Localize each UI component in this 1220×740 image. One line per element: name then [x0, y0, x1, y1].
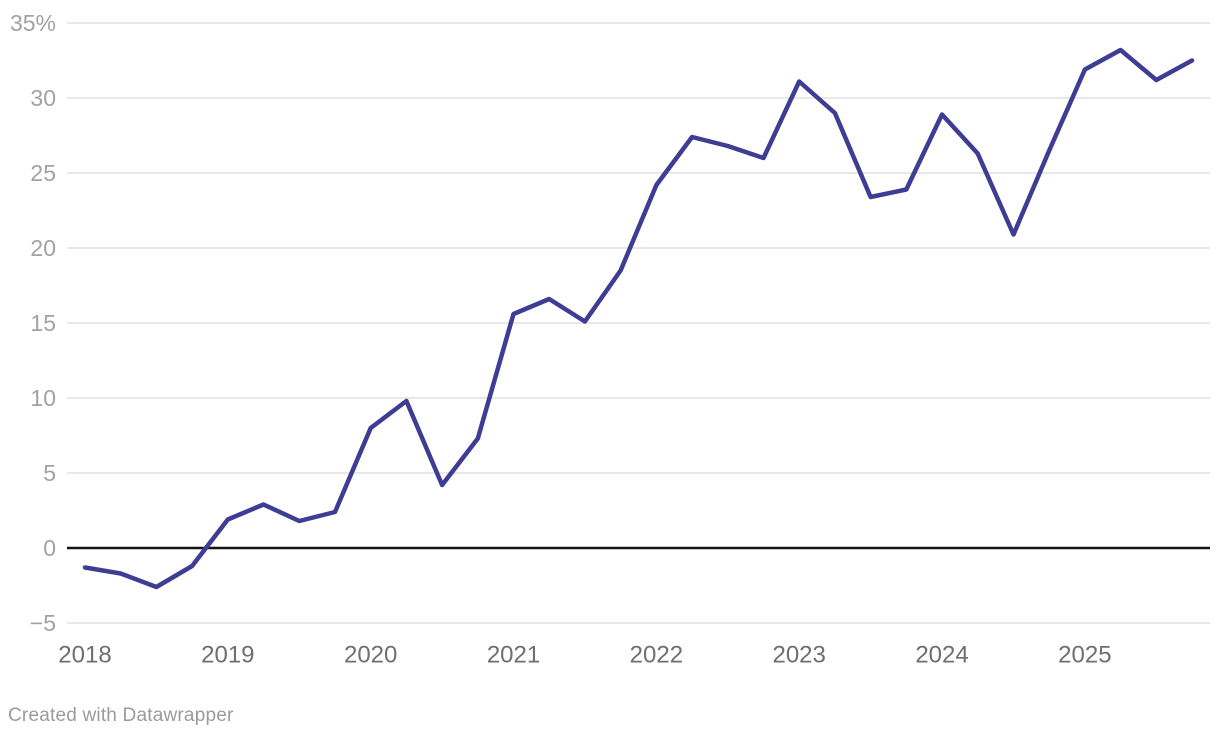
x-axis-tick-label: 2023 [772, 642, 825, 669]
y-axis-tick-label: 5 [43, 460, 56, 486]
y-axis-tick-label: 0 [43, 535, 56, 561]
y-axis-tick-label: 35% [10, 10, 56, 36]
x-axis-tick-label: 2020 [344, 642, 397, 669]
y-axis-tick-label: −5 [30, 610, 56, 636]
x-axis-tick-label: 2021 [487, 642, 540, 669]
x-axis-tick-label: 2022 [630, 642, 683, 669]
x-axis-tick-label: 2024 [915, 642, 968, 669]
y-axis-tick-label: 25 [30, 160, 56, 186]
y-axis-tick-label: 10 [30, 385, 56, 411]
x-axis-tick-label: 2025 [1058, 642, 1111, 669]
x-axis-tick-label: 2018 [58, 642, 111, 669]
y-axis-tick-label: 15 [30, 310, 56, 336]
y-axis-tick-label: 20 [30, 235, 56, 261]
y-axis-tick-label: 30 [30, 85, 56, 111]
datawrapper-credit: Created with Datawrapper [8, 705, 234, 726]
data-line [82, 47, 1195, 590]
x-axis-tick-label: 2019 [201, 642, 254, 669]
